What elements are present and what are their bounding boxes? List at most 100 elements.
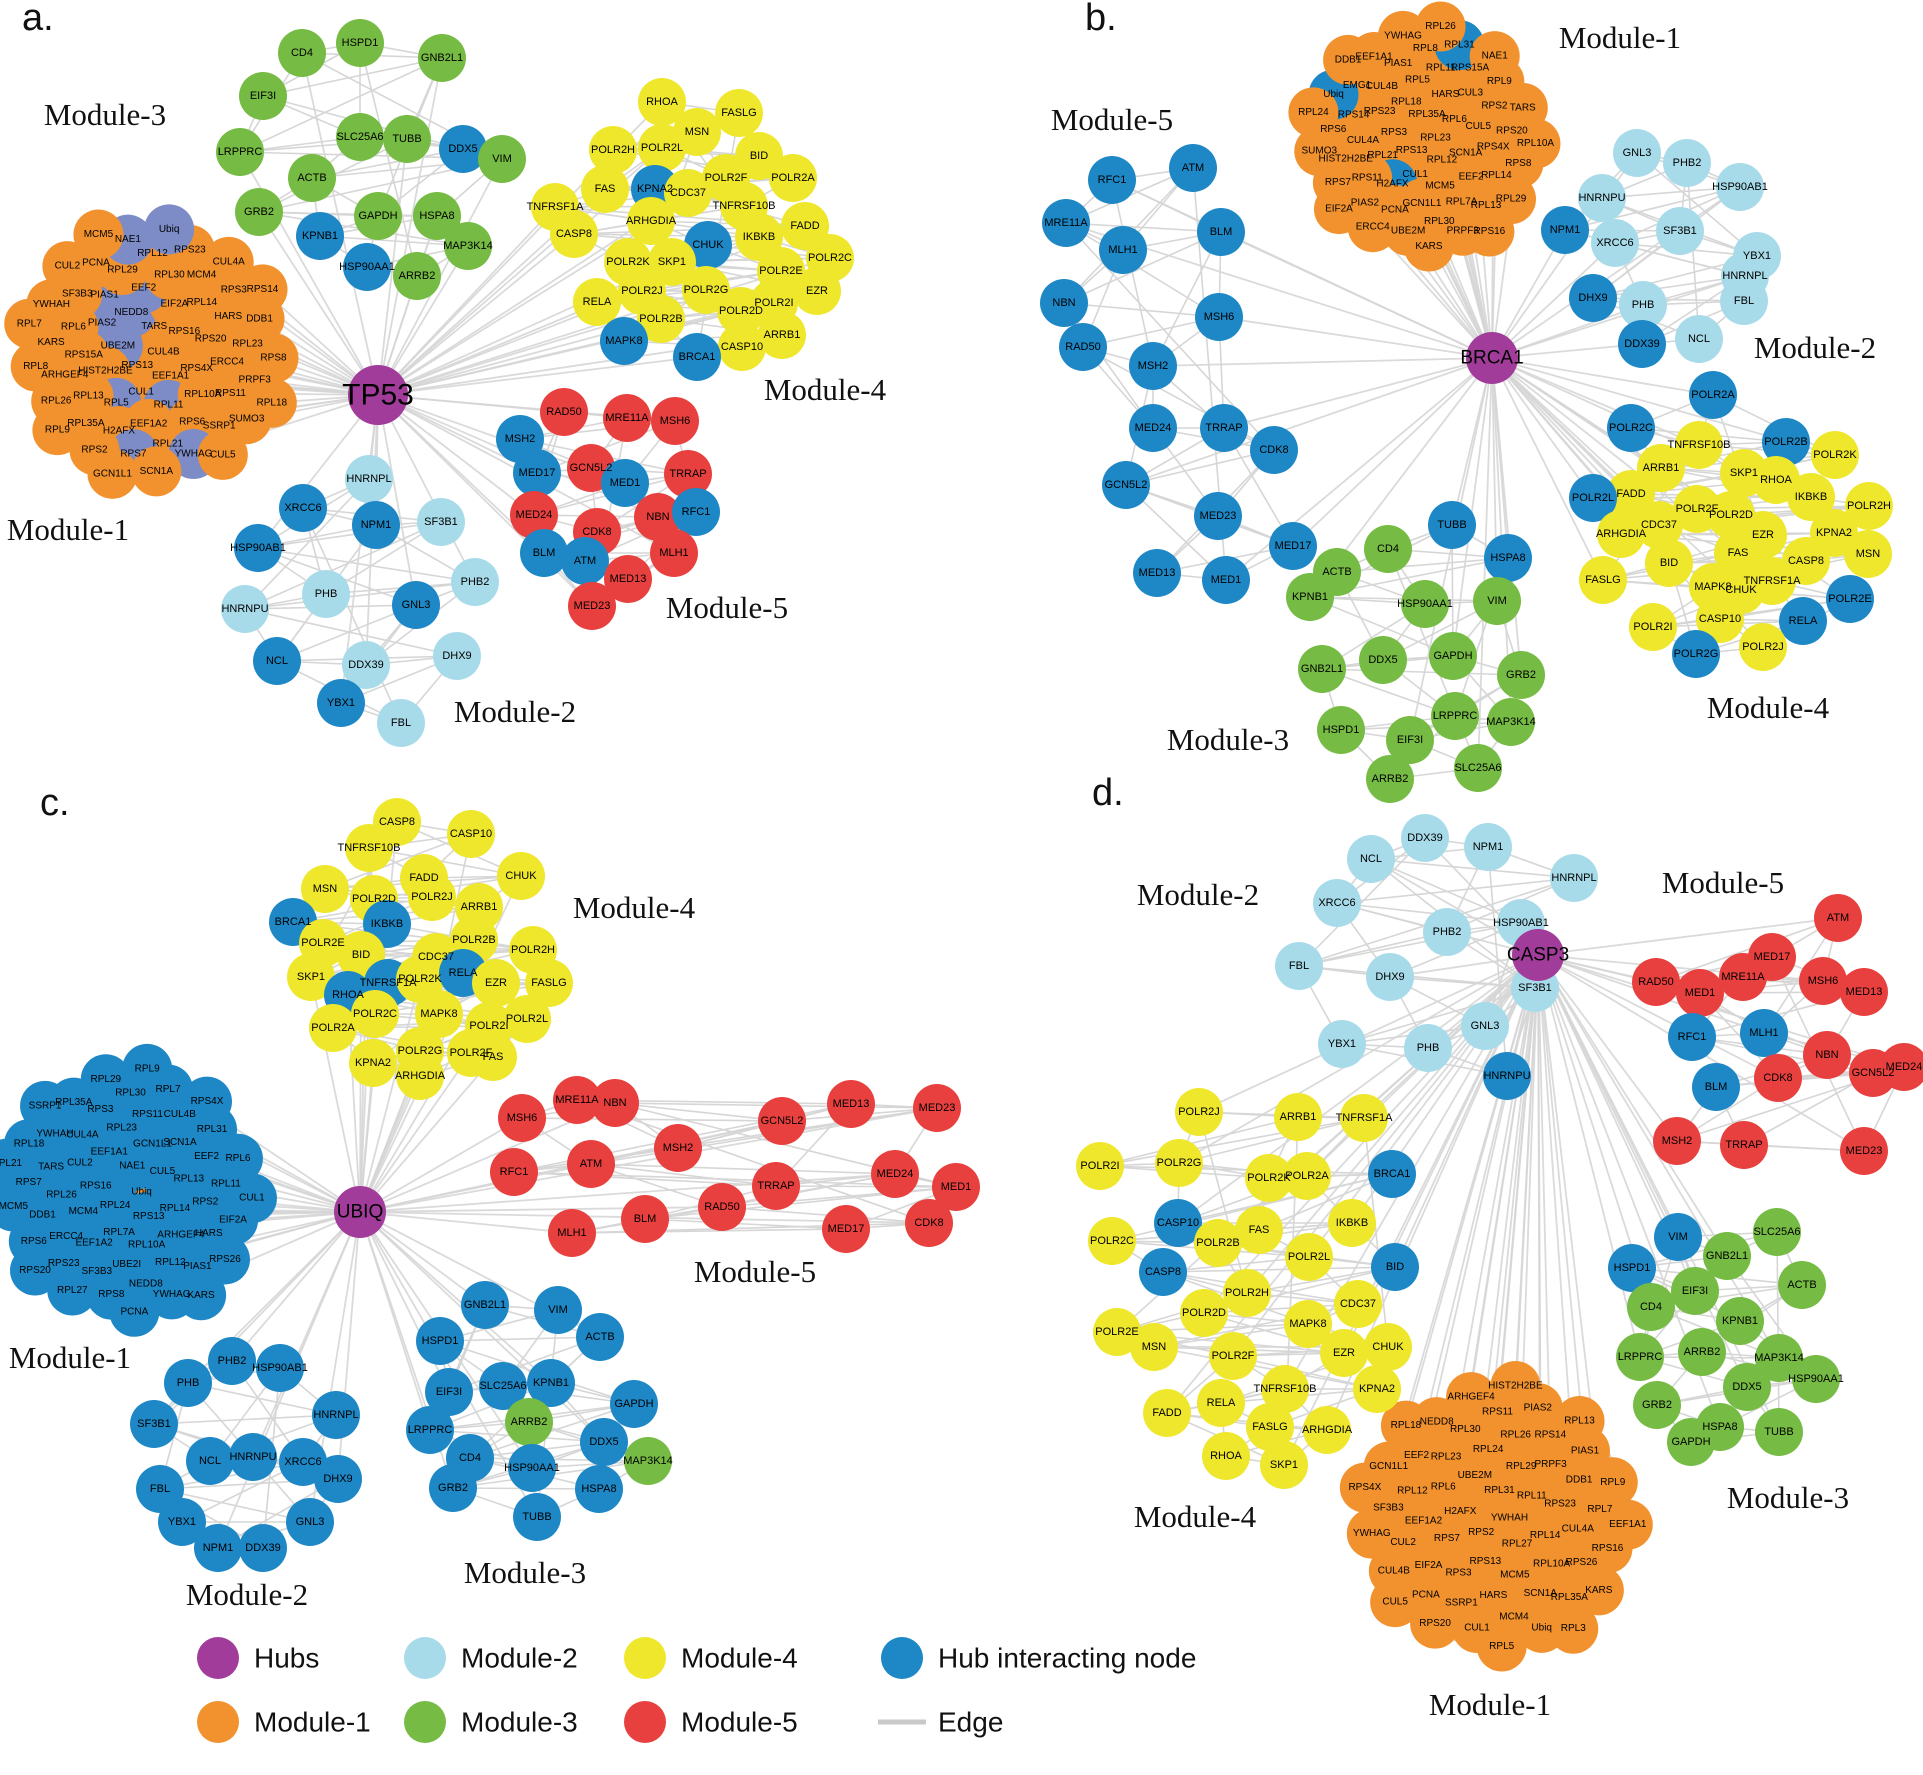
gene-node-label: PHB [177,1377,200,1389]
gene-node-label: TUBB [392,133,421,145]
gene-node-label: EIF3I [1397,734,1423,746]
edge [1125,449,1275,486]
gene-node [1748,557,1796,605]
gene-node [1429,632,1477,680]
gene-node-label: IKBKB [1336,1217,1368,1229]
gene-node [650,529,698,577]
gene-node-label: RPL5 [1405,75,1430,86]
gene-node-label: GRB2 [438,1482,468,1494]
gene-node [1461,1002,1509,1050]
gene-node-label: FADD [409,872,438,884]
module-label: Module-2 [1137,877,1259,912]
gene-node [47,1265,98,1316]
hub-edge [1177,954,1539,1224]
gene-node-label: VIM [492,153,512,165]
gene-node-label: CASP10 [1699,613,1741,625]
gene-node-label: SUMO3 [229,414,265,425]
gene-node-label: RPL6 [1431,1481,1456,1492]
gene-node-label: CUL4A [66,1130,99,1141]
hub-edge [377,394,535,516]
gene-node-label: RPS14 [247,284,279,295]
gene-node-label: HIST2H2BE [78,366,133,377]
gene-node-label: KPNA2 [1816,527,1852,539]
gene-node-label: KPNB1 [1292,591,1328,603]
gene-node-label: ARRB1 [764,329,801,341]
legend: Hubs Module-2 Module-4 Hub interacting node… [197,1637,1196,1743]
gene-node-label: RPS23 [174,244,206,255]
gene-node [601,459,649,507]
gene-node-label: MED1 [941,1181,972,1193]
gene-node [1720,1121,1768,1169]
gene-node-label: CUL4B [164,1109,197,1120]
gene-node [769,154,817,202]
gene-node-label: RPS11 [1482,1406,1513,1417]
gene-node-label: XRCC6 [1318,897,1355,909]
gene-node [1569,274,1617,322]
gene-node-label: HNRNPL [1551,872,1596,884]
gene-node [1246,1403,1294,1451]
edge [244,478,370,610]
gene-node-label: RPS20 [19,1265,51,1276]
gene-node [1202,556,1250,604]
gene-node-label: HIST2H2BE [1488,1380,1543,1391]
gene-node [1040,279,1088,327]
gene-node-label: MAPK8 [1289,1318,1326,1330]
edge [244,581,476,610]
gene-node-label: FBL [1734,295,1754,307]
gene-node-label: SF3B1 [1518,982,1552,994]
edge [721,1206,930,1224]
gene-node-label: RPL21 [0,1158,23,1169]
gene-node-label: KARS [37,337,65,348]
hub-node [348,365,408,425]
gene-node-label: HSP90AA1 [1397,598,1453,610]
gene-node [550,210,598,258]
edge [1336,902,1522,924]
gene-node [648,238,696,286]
gene-node [1042,199,1090,247]
gene-node-label: UBE2M [101,340,135,351]
gene-node-label: POLR2K [1813,449,1857,461]
gene-node-label: POLR2G [684,284,729,296]
edge [1065,222,1220,318]
gene-node-label: ARHGDIA [626,215,677,227]
gene-node-label: YWHAG [1384,30,1422,41]
gene-node-label: SKP1 [1270,1459,1298,1471]
gene-node [1719,953,1767,1001]
hub-edge [1537,954,1728,1257]
gene-node [429,1464,477,1512]
gene-node [822,1205,870,1253]
gene-node [309,1004,357,1052]
gene-node-label: MED13 [1139,567,1176,579]
gene-node-label: NEDD8 [114,307,148,318]
legend-label: Edge [938,1707,1003,1738]
edge [590,1163,896,1175]
gene-node-label: RPL11 [154,399,184,410]
gene-node-label: RFC1 [500,1166,529,1178]
gene-node [1209,1332,1257,1380]
gene-node [1180,1289,1228,1337]
gene-node-label: EEF1A2 [1405,1516,1443,1527]
hub-edge [1491,304,1644,359]
gene-node-label: RPS20 [1496,125,1528,136]
edge [1309,596,1454,657]
gene-node-label: RPL6 [61,321,86,332]
module-label: Module-4 [764,372,887,407]
gene-node [1275,942,1323,990]
gene-node-label: GNL3 [296,1516,325,1528]
gene-node-label: MSN [1856,548,1881,560]
gene-node-label: RPS8 [1505,158,1532,169]
gene-node-label: RPL26 [46,1189,77,1200]
hub-edge [1537,954,1586,1452]
gene-node [1569,474,1617,522]
gene-node-label: RPS8 [260,353,287,364]
gene-node-label: GNB2L1 [1301,663,1343,675]
gene-node [513,1493,561,1541]
gene-node [752,1162,800,1210]
gene-node-label: EZR [485,977,507,989]
gene-node-label: RPL12 [155,1257,186,1268]
gene-node-label: Ubiq [131,1187,152,1198]
edge [1370,858,1575,879]
hub-edge [377,394,417,606]
gene-node [383,115,431,163]
